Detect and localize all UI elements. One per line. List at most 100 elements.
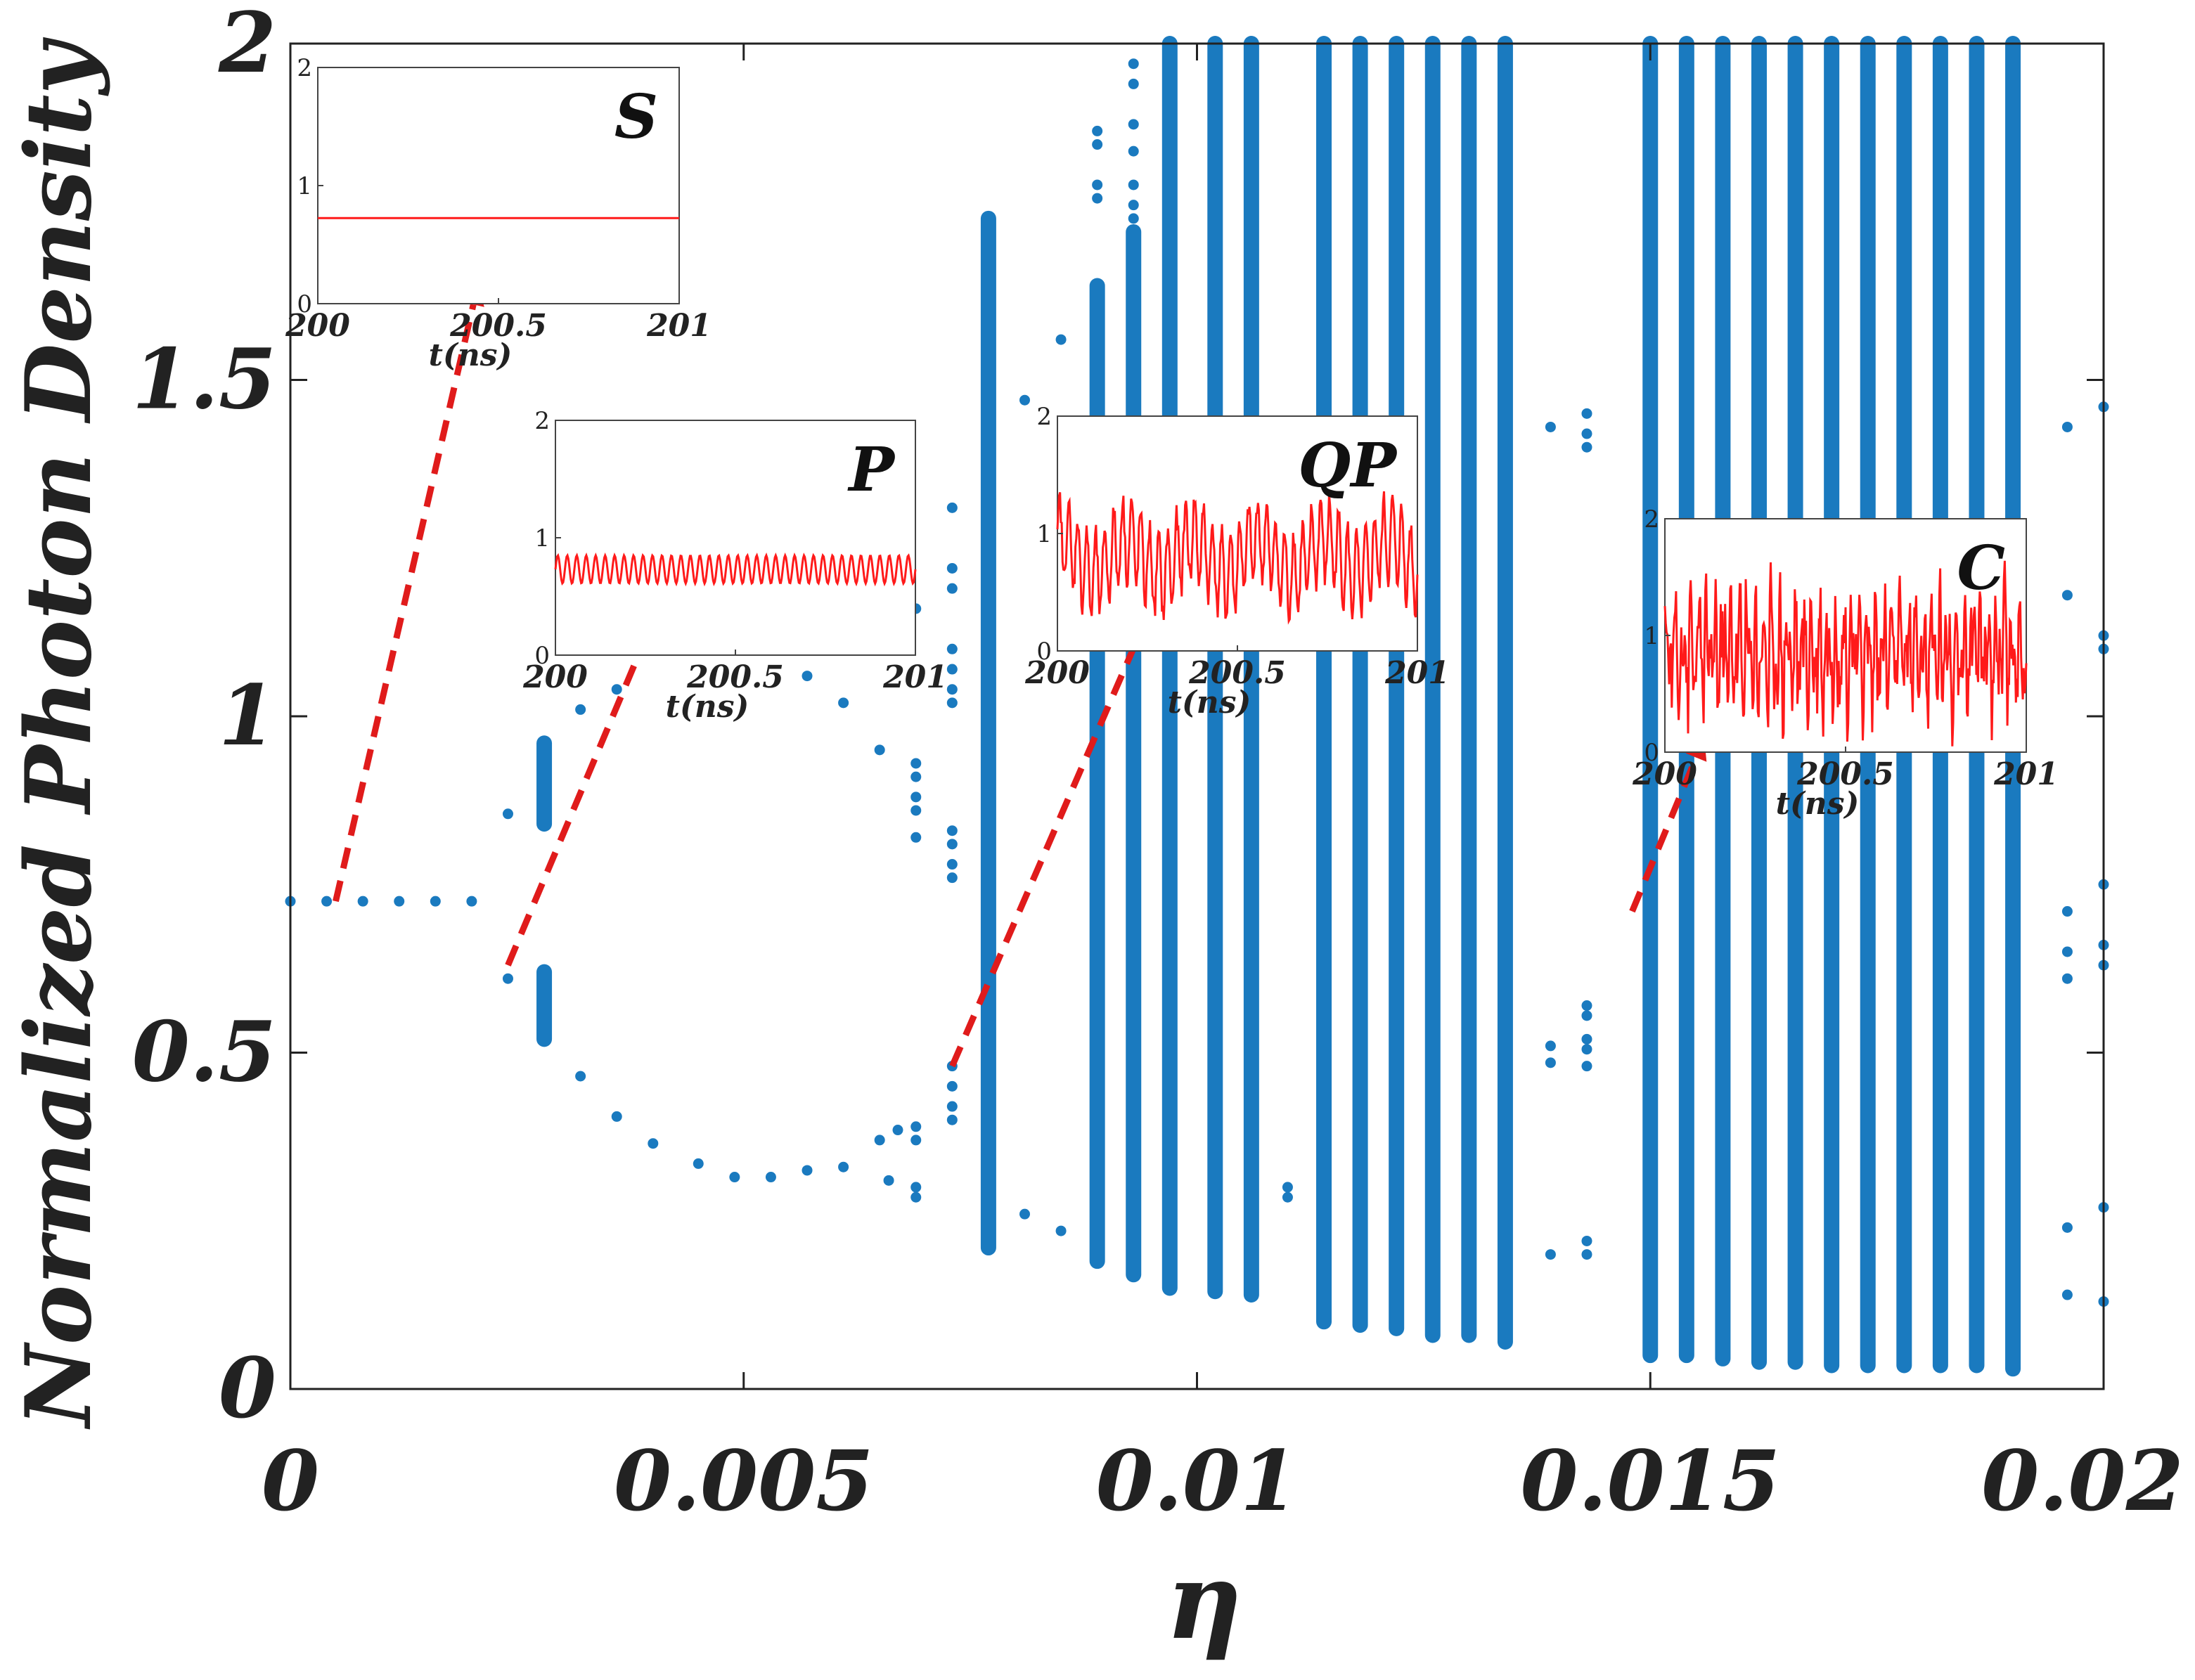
arrow-to-s bbox=[333, 284, 484, 903]
data-point bbox=[1128, 200, 1139, 211]
data-point bbox=[575, 1071, 586, 1082]
data-point bbox=[2061, 590, 2073, 601]
inset-y-tick-label: 2 bbox=[534, 407, 550, 435]
inset-x-label: t(ns) bbox=[1776, 786, 1860, 822]
inset-name: C bbox=[1957, 533, 2005, 604]
data-point bbox=[1581, 1044, 1592, 1055]
data-point bbox=[729, 1172, 740, 1183]
inset-x-tick-label: 200 bbox=[285, 308, 350, 344]
y-tick-label: 0.5 bbox=[132, 1003, 276, 1101]
data-point bbox=[838, 697, 849, 709]
data-point bbox=[946, 872, 958, 884]
x-tick-label: 0.005 bbox=[614, 1432, 874, 1530]
data-point bbox=[575, 704, 586, 715]
data-point bbox=[1128, 146, 1139, 157]
data-point bbox=[1581, 441, 1592, 453]
data-point bbox=[910, 1182, 922, 1193]
data-point bbox=[466, 896, 477, 907]
inset-x-tick-label: 200 bbox=[522, 659, 588, 695]
inset-x-tick-label: 201 bbox=[1993, 756, 2059, 792]
inset-y-tick-label: 0 bbox=[1644, 739, 1659, 767]
data-point bbox=[892, 1125, 903, 1136]
data-point bbox=[874, 1135, 885, 1146]
arrow-shaft bbox=[333, 304, 477, 903]
y-tick-label: 0 bbox=[219, 1339, 276, 1437]
data-point bbox=[1545, 421, 1556, 432]
x-tick-label: 0.015 bbox=[1521, 1432, 1781, 1530]
inset-x-tick-label: 200.5 bbox=[686, 659, 784, 695]
data-point bbox=[2061, 973, 2073, 984]
data-point bbox=[1581, 1249, 1592, 1260]
data-point bbox=[2061, 1222, 2073, 1233]
inset-frame bbox=[317, 67, 680, 304]
data-point bbox=[1545, 1040, 1556, 1052]
data-point bbox=[2061, 946, 2073, 957]
data-point bbox=[910, 1191, 922, 1203]
data-point bbox=[1545, 1249, 1556, 1260]
x-tick-label: 0.01 bbox=[1096, 1432, 1298, 1530]
data-point bbox=[1581, 1010, 1592, 1021]
data-point bbox=[693, 1158, 704, 1169]
data-point bbox=[883, 1175, 894, 1186]
inset-y-tick-label: 2 bbox=[1036, 403, 1052, 431]
data-point bbox=[1581, 1235, 1592, 1246]
data-point bbox=[1282, 1182, 1293, 1193]
data-point bbox=[2061, 421, 2073, 432]
data-point bbox=[910, 791, 922, 803]
inset-x-tick-label: 201 bbox=[1384, 655, 1450, 691]
inset-trace bbox=[1663, 560, 2028, 747]
data-point bbox=[430, 896, 441, 907]
data-point bbox=[611, 684, 622, 695]
data-point bbox=[802, 671, 813, 682]
data-point bbox=[946, 859, 958, 870]
data-point bbox=[910, 832, 922, 843]
inset-x-tick-label: 200.5 bbox=[1188, 655, 1286, 691]
x-axis-label: η bbox=[1166, 1539, 1242, 1663]
data-point bbox=[321, 896, 333, 907]
inset-y-tick-label: 0 bbox=[1036, 638, 1052, 666]
data-point bbox=[1019, 1208, 1030, 1220]
inset-x-tick-label: 201 bbox=[882, 659, 948, 695]
inset-y-tick-label: 1 bbox=[534, 524, 550, 553]
data-point bbox=[1128, 213, 1139, 224]
data-point bbox=[1092, 139, 1103, 150]
inset-p: 200 200.5 201 0 1 2 t(ns) P bbox=[522, 407, 948, 725]
data-point bbox=[946, 502, 958, 513]
inset-y-tick-label: 0 bbox=[534, 642, 550, 670]
data-point bbox=[946, 697, 958, 709]
data-point bbox=[874, 744, 885, 756]
arrow-shaft bbox=[505, 636, 649, 967]
data-point bbox=[838, 1161, 849, 1172]
data-point bbox=[1282, 1191, 1293, 1203]
data-point bbox=[1128, 119, 1139, 130]
inset-x-label: t(ns) bbox=[1168, 685, 1251, 721]
y-tick-label: 1.5 bbox=[132, 330, 276, 428]
data-point bbox=[910, 1121, 922, 1132]
data-point bbox=[910, 1135, 922, 1146]
arrow-shaft bbox=[949, 631, 1144, 1068]
data-point bbox=[1545, 1057, 1556, 1068]
data-point bbox=[1128, 58, 1139, 70]
x-tick-label: 0.02 bbox=[1981, 1432, 2183, 1530]
data-point bbox=[1128, 78, 1139, 89]
data-point bbox=[1581, 1061, 1592, 1072]
data-point bbox=[502, 973, 513, 984]
inset-x-tick-label: 200.5 bbox=[1796, 756, 1894, 792]
data-point bbox=[1092, 193, 1103, 204]
data-point bbox=[2061, 906, 2073, 917]
data-point bbox=[1581, 408, 1592, 419]
inset-y-tick-label: 2 bbox=[297, 54, 312, 82]
inset-qp: 200 200.5 201 0 1 2 t(ns) QP bbox=[1024, 403, 1450, 721]
data-point bbox=[611, 1111, 622, 1122]
inset-x-label: t(ns) bbox=[666, 689, 749, 725]
data-point bbox=[1055, 1225, 1067, 1236]
inset-name: S bbox=[614, 82, 658, 153]
data-point bbox=[1128, 179, 1139, 190]
inset-trace bbox=[554, 552, 917, 587]
inset-s: 200 200.5 201 0 1 2 t(ns) S bbox=[285, 54, 712, 373]
inset-x-tick-label: 200 bbox=[1632, 756, 1697, 792]
inset-x-tick-label: 200.5 bbox=[449, 308, 547, 344]
data-point bbox=[1581, 1000, 1592, 1012]
